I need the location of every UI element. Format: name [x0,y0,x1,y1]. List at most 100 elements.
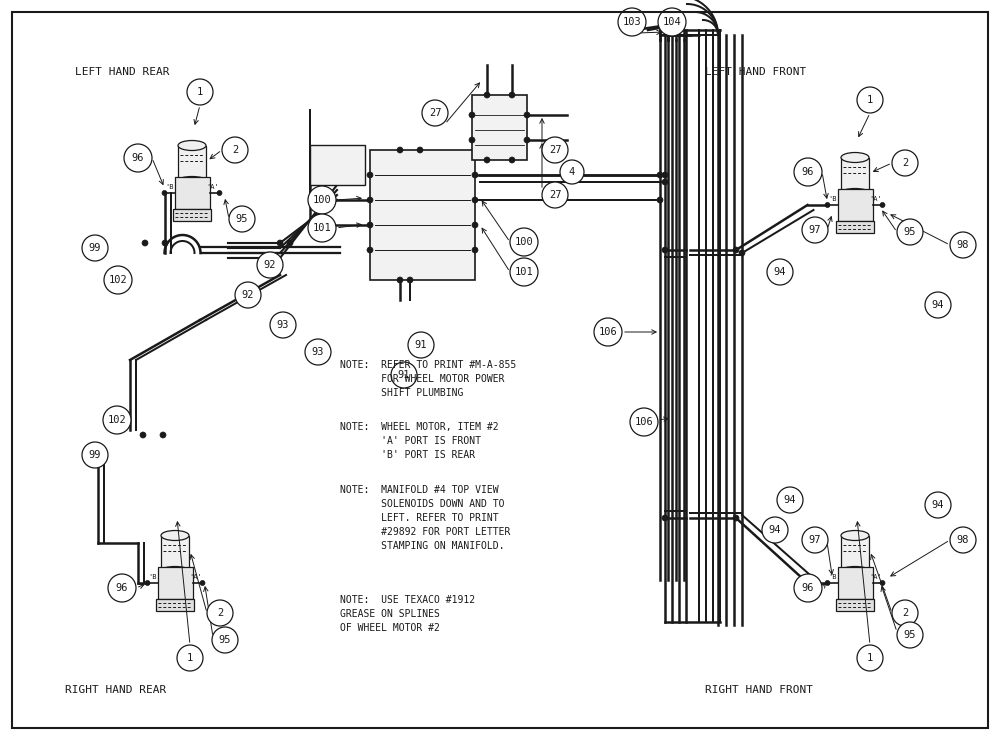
Circle shape [925,492,951,518]
Text: GREASE ON SPLINES: GREASE ON SPLINES [340,609,440,619]
Text: OF WHEEL MOTOR #2: OF WHEEL MOTOR #2 [340,623,440,633]
Bar [178,146,206,181]
Text: 97: 97 [809,225,821,235]
Text: 27: 27 [429,108,441,118]
Text: 99: 99 [89,450,101,460]
Circle shape [270,312,296,338]
Text: LEFT. REFER TO PRINT: LEFT. REFER TO PRINT [340,513,499,523]
Text: 106: 106 [599,327,617,337]
Text: RIGHT HAND FRONT: RIGHT HAND FRONT [705,685,813,695]
Circle shape [825,580,830,585]
Text: 96: 96 [802,583,814,593]
Circle shape [140,432,146,438]
Circle shape [662,179,668,185]
Circle shape [308,214,336,242]
Circle shape [542,182,568,208]
Bar [161,536,189,571]
Text: 91: 91 [398,370,410,380]
Ellipse shape [841,189,869,197]
Text: 99: 99 [89,243,101,253]
Circle shape [82,442,108,468]
Text: 101: 101 [515,267,533,277]
Circle shape [524,137,530,143]
Text: 95: 95 [904,227,916,237]
Circle shape [417,147,423,153]
Ellipse shape [841,531,869,540]
Circle shape [484,157,490,163]
Bar [836,221,874,233]
Text: 'B' PORT IS REAR: 'B' PORT IS REAR [340,450,475,460]
Text: 96: 96 [132,153,144,163]
Text: 'A': 'A' [869,574,882,580]
Text: NOTE:  USE TEXACO #1912: NOTE: USE TEXACO #1912 [340,595,475,605]
Circle shape [422,100,448,126]
Circle shape [367,197,373,203]
Circle shape [397,147,403,153]
Circle shape [510,228,538,256]
Circle shape [950,232,976,258]
Text: 27: 27 [549,190,561,200]
Circle shape [594,318,622,346]
Circle shape [662,247,668,253]
Circle shape [367,172,373,178]
Bar [838,189,872,221]
Bar [158,567,192,599]
Text: 'B': 'B' [148,574,161,580]
Text: FOR WHEEL MOTOR POWER: FOR WHEEL MOTOR POWER [340,374,505,384]
Circle shape [212,627,238,653]
Circle shape [542,137,568,163]
Text: 97: 97 [809,535,821,545]
Circle shape [177,645,203,671]
Text: 94: 94 [784,495,796,505]
Circle shape [160,432,166,438]
Text: 'B': 'B' [828,196,841,202]
Text: 94: 94 [769,525,781,535]
Text: LEFT HAND FRONT: LEFT HAND FRONT [705,67,806,77]
Text: 93: 93 [312,347,324,357]
Text: 4: 4 [569,167,575,177]
Circle shape [108,574,136,602]
Ellipse shape [161,531,189,540]
Text: 2: 2 [232,145,238,155]
Ellipse shape [841,567,869,574]
Text: 'B': 'B' [828,574,841,580]
Text: 102: 102 [108,415,126,425]
Circle shape [618,8,646,36]
Circle shape [367,247,373,253]
Text: 'B': 'B' [165,184,178,190]
Text: 'A' PORT IS FRONT: 'A' PORT IS FRONT [340,436,481,446]
Circle shape [880,580,885,585]
Circle shape [802,527,828,553]
Circle shape [472,172,478,178]
Circle shape [408,332,434,358]
Text: 'A': 'A' [869,196,882,202]
Text: 2: 2 [902,608,908,618]
Circle shape [857,645,883,671]
Circle shape [484,92,490,98]
Circle shape [733,247,739,253]
Text: 2: 2 [902,158,908,168]
Circle shape [767,259,793,285]
Bar [841,536,869,571]
Circle shape [657,172,663,178]
Text: 92: 92 [242,290,254,300]
Text: 102: 102 [109,275,127,285]
Text: 106: 106 [635,417,653,427]
Text: 1: 1 [187,653,193,663]
Text: RIGHT HAND REAR: RIGHT HAND REAR [65,685,166,695]
Text: 93: 93 [277,320,289,330]
Text: 95: 95 [904,630,916,640]
Circle shape [104,266,132,294]
Text: 104: 104 [663,17,681,27]
Circle shape [187,79,213,105]
Text: 94: 94 [932,500,944,510]
Circle shape [657,197,663,203]
Text: 103: 103 [623,17,641,27]
Text: 94: 94 [774,267,786,277]
Circle shape [662,172,668,178]
Circle shape [510,258,538,286]
Circle shape [207,600,233,626]
Circle shape [305,339,331,365]
Circle shape [897,219,923,245]
Text: 100: 100 [313,195,331,205]
